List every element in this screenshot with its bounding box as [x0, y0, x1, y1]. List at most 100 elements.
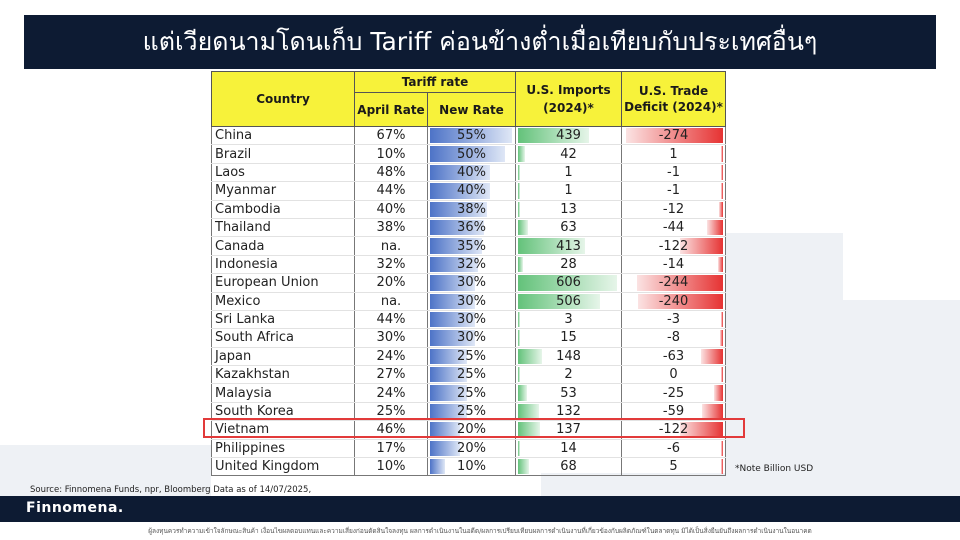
us-imports-cell: 42 [515, 144, 622, 164]
new-rate-value: 40% [457, 183, 486, 199]
country-cell: United Kingdom [211, 457, 355, 477]
april-rate-value: 24% [376, 348, 406, 364]
imports-bar [518, 238, 586, 254]
page-title: แต่เวียดนามโดนเก็บ Tariff ค่อนข้างต่ำเมื… [142, 27, 818, 56]
april-rate-value: 38% [376, 220, 406, 236]
april-rate-value: 44% [376, 183, 406, 199]
country-name: South Africa [215, 330, 294, 346]
april-rate-cell: 20% [354, 273, 428, 293]
april-rate-value: 20% [376, 275, 406, 291]
us-imports-cell: 606 [515, 273, 622, 293]
imports-bar [518, 311, 520, 328]
deficit-bar [721, 183, 723, 199]
title-bar: แต่เวียดนามโดนเก็บ Tariff ค่อนข้างต่ำเมื… [24, 15, 936, 69]
trade-deficit-cell: -63 [621, 346, 726, 367]
trade-deficit-cell: -3 [621, 309, 726, 330]
country-cell: South Africa [211, 328, 355, 348]
new-rate-bar [430, 367, 468, 383]
country-name: United Kingdom [215, 459, 320, 475]
deficit-value: -44 [662, 220, 685, 236]
april-rate-value: 24% [376, 385, 406, 401]
deficit-value: -122 [658, 238, 689, 254]
table-row: Sri Lanka 44% 30% 3 -3 [211, 309, 726, 330]
country-name: Laos [215, 164, 245, 180]
header-country: Country [211, 71, 355, 127]
new-rate-bar [430, 348, 468, 365]
country-name: China [215, 128, 253, 144]
country-cell: Cambodia [211, 199, 355, 219]
trade-deficit-cell: 5 [621, 457, 726, 477]
imports-value: 2 [564, 367, 573, 383]
country-cell: Thailand [211, 217, 355, 238]
april-rate-value: 44% [376, 312, 406, 328]
us-imports-cell: 28 [515, 254, 622, 275]
new-rate-bar [430, 238, 483, 254]
vietnam-highlight-box [203, 418, 745, 438]
country-cell: Mexico [211, 291, 355, 311]
april-rate-cell: 30% [354, 328, 428, 348]
country-name: Sri Lanka [215, 312, 276, 328]
deficit-bar [700, 348, 723, 365]
new-rate-cell: 25% [427, 383, 516, 403]
imports-bar [518, 348, 543, 365]
april-rate-cell: 44% [354, 309, 428, 330]
new-rate-cell: 30% [427, 328, 516, 348]
brand-logo: Finnomena. [26, 500, 124, 516]
new-rate-cell: 20% [427, 420, 516, 440]
country-name: Mexico [215, 293, 261, 309]
april-rate-cell: 10% [354, 457, 428, 477]
new-rate-value: 20% [457, 422, 486, 438]
country-cell: China [211, 125, 355, 146]
trade-deficit-cell: -122 [621, 420, 726, 440]
imports-bar [518, 459, 530, 475]
deficit-bar [626, 128, 723, 144]
april-rate-cell: 44% [354, 181, 428, 201]
april-rate-value: 27% [376, 367, 406, 383]
imports-value: 68 [560, 459, 577, 475]
deficit-bar [702, 403, 723, 420]
new-rate-value: 36% [457, 220, 486, 236]
imports-value: 15 [560, 330, 577, 346]
trade-deficit-cell: 1 [621, 144, 726, 164]
new-rate-bar [430, 128, 513, 144]
trade-deficit-cell: -240 [621, 291, 726, 311]
table-row: Kazakhstan 27% 25% 2 0 [211, 365, 726, 385]
april-rate-value: na. [380, 293, 402, 309]
tariff-table: Country Tariff rate U.S. Imports (2024)*… [211, 71, 726, 477]
april-rate-cell: 32% [354, 254, 428, 275]
deficit-value: -25 [662, 385, 685, 401]
new-rate-value: 25% [457, 367, 486, 383]
new-rate-bar [430, 330, 475, 346]
april-rate-value: 40% [376, 201, 406, 217]
deficit-value: -240 [658, 293, 689, 309]
new-rate-cell: 25% [427, 365, 516, 385]
deficit-bar [714, 385, 723, 401]
deficit-value: -14 [662, 256, 685, 272]
country-cell: Laos [211, 162, 355, 183]
new-rate-cell: 40% [427, 181, 516, 201]
april-rate-value: 32% [376, 256, 406, 272]
new-rate-value: 32% [457, 256, 486, 272]
april-rate-cell: 38% [354, 217, 428, 238]
deficit-value: -1 [667, 164, 680, 180]
us-imports-cell: 506 [515, 291, 622, 311]
deficit-bar [718, 201, 723, 217]
table-row: Thailand 38% 36% 63 -44 [211, 217, 726, 238]
new-rate-bar [430, 311, 475, 328]
country-name: Brazil [215, 146, 252, 162]
april-rate-cell: 67% [354, 125, 428, 146]
trade-deficit-cell: -8 [621, 328, 726, 348]
april-rate-value: 67% [376, 128, 406, 144]
us-imports-cell: 15 [515, 328, 622, 348]
imports-value: 13 [560, 201, 577, 217]
new-rate-cell: 55% [427, 125, 516, 146]
us-imports-cell: 3 [515, 309, 622, 330]
new-rate-value: 40% [457, 164, 486, 180]
april-rate-cell: 10% [354, 144, 428, 164]
new-rate-value: 35% [457, 238, 486, 254]
deficit-bar [718, 256, 723, 273]
us-imports-cell: 68 [515, 457, 622, 477]
deficit-value: -1 [667, 183, 680, 199]
new-rate-value: 25% [457, 385, 486, 401]
new-rate-bar [430, 385, 468, 401]
